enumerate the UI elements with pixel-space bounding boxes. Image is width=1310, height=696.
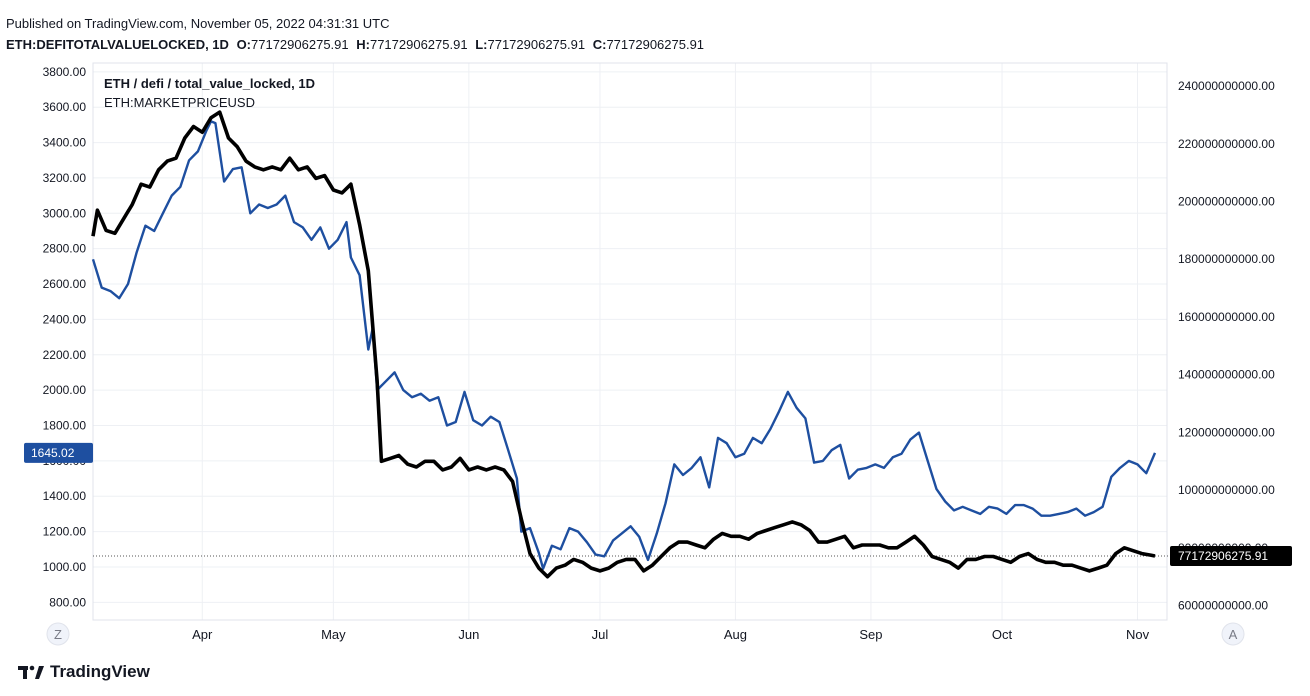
legend-secondary: ETH:MARKETPRICEUSD bbox=[104, 95, 255, 110]
left-tick-label: 3400.00 bbox=[43, 136, 87, 150]
chart-grid bbox=[93, 63, 1167, 620]
high-value: 77172906275.91 bbox=[369, 37, 468, 52]
close-label: C: bbox=[592, 37, 607, 52]
time-tick-label: Nov bbox=[1126, 627, 1150, 642]
right-tick-label: 60000000000.00 bbox=[1178, 599, 1268, 613]
left-scale-button[interactable]: Z bbox=[46, 622, 70, 646]
time-tick-label: Apr bbox=[192, 627, 213, 642]
left-tick-label: 800.00 bbox=[49, 595, 86, 609]
left-tick-label: 2000.00 bbox=[43, 383, 87, 397]
right-tick-label: 200000000000.00 bbox=[1178, 195, 1275, 209]
close-value: 77172906275.91 bbox=[606, 37, 705, 52]
right-tick-label: 140000000000.00 bbox=[1178, 368, 1275, 382]
series-line-eth-price bbox=[91, 120, 1157, 570]
right-last-value: 77172906275.91 bbox=[1178, 549, 1268, 563]
brand-name: TradingView bbox=[50, 662, 150, 681]
left-tick-label: 2800.00 bbox=[43, 242, 87, 256]
right-tick-label: 160000000000.00 bbox=[1178, 310, 1275, 324]
left-tick-label: 2600.00 bbox=[43, 277, 87, 291]
left-tick-label: 3000.00 bbox=[43, 206, 87, 220]
ohlc-line: ETH:DEFITOTALVALUELOCKED, 1D O:771729062… bbox=[6, 37, 704, 52]
published-line: Published on TradingView.com, November 0… bbox=[6, 16, 390, 31]
left-last-value-badge: 1645.02 bbox=[24, 442, 93, 463]
left-axis: 800.001000.001200.001400.001600.001800.0… bbox=[43, 65, 87, 609]
low-value: 77172906275.91 bbox=[487, 37, 586, 52]
right-tick-label: 180000000000.00 bbox=[1178, 252, 1275, 266]
left-tick-label: 1400.00 bbox=[43, 489, 87, 503]
open-label: O: bbox=[236, 37, 252, 52]
left-tick-label: 1200.00 bbox=[43, 525, 87, 539]
right-tick-label: 220000000000.00 bbox=[1178, 137, 1275, 151]
plot-border bbox=[92, 62, 1168, 621]
left-tick-label: 1800.00 bbox=[43, 418, 87, 432]
left-scale-label: Z bbox=[54, 627, 62, 642]
time-tick-label: Jun bbox=[458, 627, 479, 642]
left-last-value: 1645.02 bbox=[31, 446, 75, 460]
time-tick-label: May bbox=[321, 627, 346, 642]
time-tick-label: Jul bbox=[592, 627, 609, 642]
left-tick-label: 2200.00 bbox=[43, 348, 87, 362]
time-axis: Apr May Jun Jul Aug Sep Oct Nov bbox=[192, 627, 1149, 642]
tradingview-logo-icon bbox=[18, 665, 44, 679]
right-axis: 60000000000.0080000000000.00100000000000… bbox=[1178, 79, 1275, 612]
left-tick-label: 2400.00 bbox=[43, 312, 87, 326]
legend-primary: ETH / defi / total_value_locked, 1D bbox=[104, 76, 315, 91]
right-scale-label: A bbox=[1229, 627, 1238, 642]
tradingview-logo[interactable]: TradingView bbox=[18, 662, 150, 682]
low-label: L: bbox=[475, 37, 488, 52]
right-tick-label: 100000000000.00 bbox=[1178, 483, 1275, 497]
high-label: H: bbox=[356, 37, 370, 52]
series-line-defi-tvl bbox=[91, 110, 1156, 579]
right-tick-label: 120000000000.00 bbox=[1178, 425, 1275, 439]
left-tick-label: 3600.00 bbox=[43, 100, 87, 114]
left-tick-label: 1000.00 bbox=[43, 560, 87, 574]
open-value: 77172906275.91 bbox=[251, 37, 349, 52]
left-tick-label: 3800.00 bbox=[43, 65, 87, 79]
left-tick-label: 3200.00 bbox=[43, 171, 87, 185]
symbol-title: ETH:DEFITOTALVALUELOCKED, 1D bbox=[6, 37, 229, 52]
right-tick-label: 240000000000.00 bbox=[1178, 79, 1275, 93]
time-tick-label: Sep bbox=[859, 627, 882, 642]
time-tick-label: Aug bbox=[724, 627, 747, 642]
right-last-value-badge: 77172906275.91 bbox=[1170, 546, 1292, 567]
right-scale-button[interactable]: A bbox=[1221, 622, 1245, 646]
time-tick-label: Oct bbox=[992, 627, 1013, 642]
